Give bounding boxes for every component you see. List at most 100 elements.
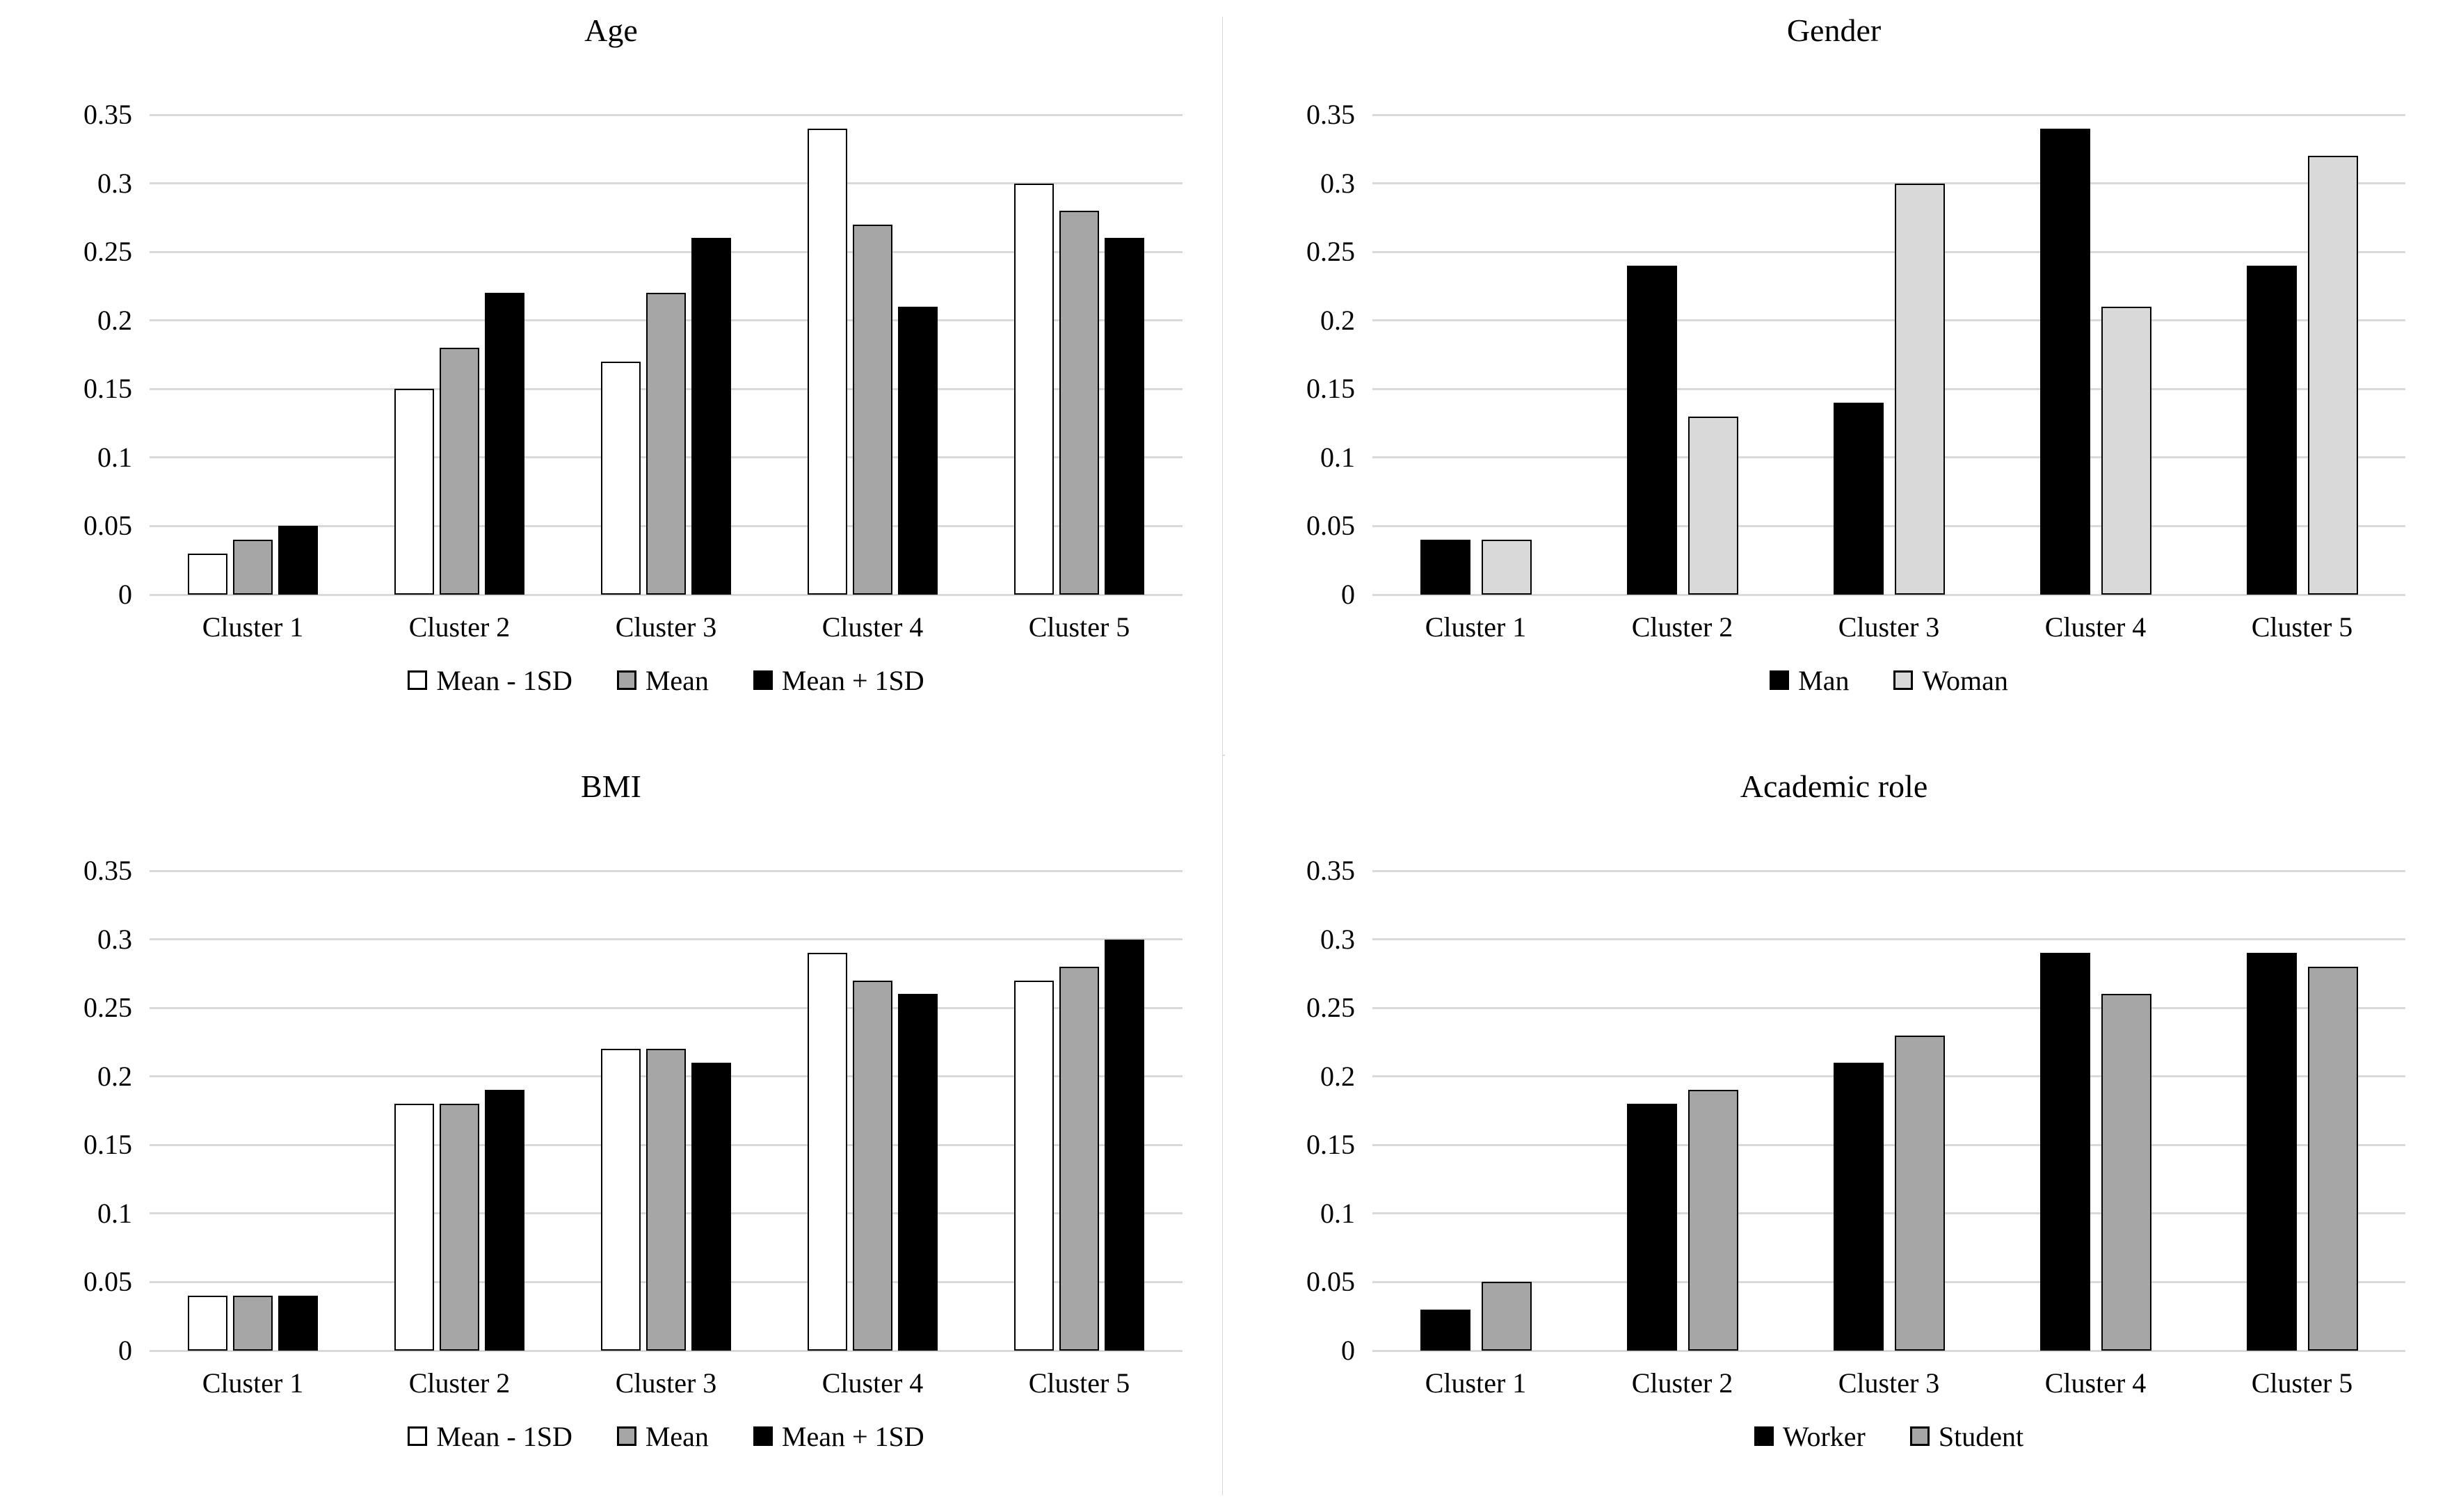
gridline-0-3 [1372,182,2405,185]
legend-swatch-icon-student [1909,1426,1930,1446]
y-tick-label-0-15: 0.15 [1306,373,1355,405]
x-category-label-cluster-4: Cluster 4 [2044,1367,2147,1399]
y-tick-label-0-2: 0.2 [97,304,132,336]
gridline-0-25 [150,250,1183,253]
bar-worker-cluster-2 [1626,1104,1677,1351]
bar-mean-1sd-cluster-4 [808,953,847,1351]
y-tick-label-0-25: 0.25 [1306,992,1355,1024]
bar-woman-cluster-2 [1688,416,1738,595]
y-tick-label-0: 0 [1341,579,1355,610]
y-axis-tick-labels: 0 0.05 0.1 0.15 0.2 0.25 0.3 0.35 [0,101,132,609]
bar-mean-cluster-2 [440,348,479,595]
gridline-0-1 [1372,456,2405,459]
plot-area [150,113,1183,596]
legend-swatch-icon-mean [616,1426,636,1446]
legend-swatch-icon-worker [1754,1426,1774,1446]
y-tick-label-0-2: 0.2 [1320,304,1355,336]
chart-title: Academic role [1740,769,1928,804]
y-axis-tick-labels: 0 0.05 0.1 0.15 0.2 0.25 0.3 0.35 [1223,101,1355,609]
gridline-0 [1372,593,2405,596]
legend-item-mean-1sd: Mean - 1SD [408,1420,572,1453]
gridline-0-1 [1372,1212,2405,1215]
bar-worker-cluster-5 [2246,953,2297,1351]
bar-student-cluster-5 [2307,967,2358,1351]
gridline-0-2 [1372,1075,2405,1078]
y-tick-label-0-05: 0.05 [83,510,132,542]
bar-mean-1sd-cluster-4 [808,128,847,595]
x-category-label-cluster-1: Cluster 1 [202,1367,304,1399]
bar-woman-cluster-1 [1481,540,1532,595]
y-tick-label-0-15: 0.15 [83,1129,132,1161]
x-category-label-cluster-2: Cluster 2 [1631,1367,1733,1399]
x-axis-category-labels: Cluster 1 Cluster 2 Cluster 3 Cluster 4 Clus… [1372,613,2405,655]
legend-swatch-icon-mean [616,670,636,690]
gridline-0-2 [1372,319,2405,322]
y-tick-label-0-35: 0.35 [1306,855,1355,886]
x-category-label-cluster-3: Cluster 3 [615,1367,717,1399]
legend-swatch-icon-man [1770,670,1790,690]
bar-worker-cluster-3 [1833,1063,1884,1351]
chart-title: BMI [581,769,641,804]
bar-student-cluster-4 [2101,994,2151,1351]
gridline-0-15 [1372,1143,2405,1146]
chart-panel-bmi: BMI 0 0.05 0.1 0.15 0.2 0.25 0.3 0.35 Cluster 1… [0,756,1222,1511]
y-tick-label-0-3: 0.3 [97,923,132,955]
bar-worker-cluster-4 [2039,953,2090,1351]
x-category-label-cluster-3: Cluster 3 [615,611,717,643]
bar-man-cluster-5 [2246,265,2297,595]
plot-area [1372,113,2405,596]
x-axis-category-labels: Cluster 1 Cluster 2 Cluster 3 Cluster 4 Clus… [150,1369,1183,1411]
bar-mean-1sd-cluster-3 [691,1063,731,1351]
legend-item-mean-1sd: Mean - 1SD [408,664,572,697]
bar-mean-1sd-cluster-3 [601,1049,641,1351]
y-tick-label-0-3: 0.3 [97,167,132,199]
gridline-0 [1372,1349,2405,1352]
legend-item-worker: Worker [1754,1420,1866,1453]
bar-mean-1sd-cluster-5 [1014,980,1054,1351]
gridline-0-3 [150,938,1183,941]
y-tick-label-0-05: 0.05 [83,1266,132,1298]
gridline-0-05 [1372,1280,2405,1283]
legend-label-mean: Mean [645,1420,709,1452]
gridline-0-35 [1372,113,2405,116]
legend-label-student: Student [1938,1420,2024,1452]
y-tick-label-0-1: 0.1 [1320,441,1355,473]
gridline-0-05 [1372,524,2405,527]
bar-mean-cluster-2 [440,1104,479,1351]
chart-panel-age: Age 0 0.05 0.1 0.15 0.2 0.25 0.3 0.35 Cluster 1… [0,0,1222,755]
bar-mean-cluster-1 [233,1296,273,1351]
y-tick-label-0-25: 0.25 [83,236,132,268]
y-tick-label-0-3: 0.3 [1320,167,1355,199]
chart-legend: Man Woman [1372,662,2405,698]
legend-label-mean-1sd: Mean + 1SD [781,1420,924,1452]
chart-title: Gender [1786,13,1882,48]
chart-title: Age [584,13,638,48]
legend-label-woman: Woman [1922,664,2008,696]
bar-student-cluster-2 [1688,1090,1738,1351]
y-tick-label-0-35: 0.35 [83,855,132,886]
x-category-label-cluster-5: Cluster 5 [2251,611,2353,643]
bar-worker-cluster-1 [1420,1309,1470,1351]
y-tick-label-0-3: 0.3 [1320,923,1355,955]
bar-mean-1sd-cluster-5 [1105,939,1144,1351]
legend-swatch-icon-mean-1sd [408,1426,428,1446]
bar-mean-cluster-4 [853,224,892,595]
bar-woman-cluster-4 [2101,307,2151,595]
y-tick-label-0-35: 0.35 [83,99,132,130]
y-tick-label-0-35: 0.35 [1306,99,1355,130]
bar-mean-1sd-cluster-1 [188,1296,227,1351]
legend-label-mean-1sd: Mean - 1SD [436,1420,572,1452]
bar-mean-1sd-cluster-2 [485,293,524,595]
gridline-0-15 [1372,387,2405,390]
legend-label-mean-1sd: Mean + 1SD [781,664,924,696]
legend-swatch-icon-woman [1893,670,1914,690]
y-tick-label-0-25: 0.25 [1306,236,1355,268]
gridline-0-3 [1372,938,2405,941]
bar-mean-cluster-5 [1059,967,1099,1351]
legend-swatch-icon-mean-1sd [753,1426,773,1446]
plot-area [150,869,1183,1352]
chart-legend: Mean - 1SD Mean Mean + 1SD [150,1418,1183,1454]
legend-item-woman: Woman [1893,664,2008,697]
bar-woman-cluster-3 [1894,183,1945,595]
